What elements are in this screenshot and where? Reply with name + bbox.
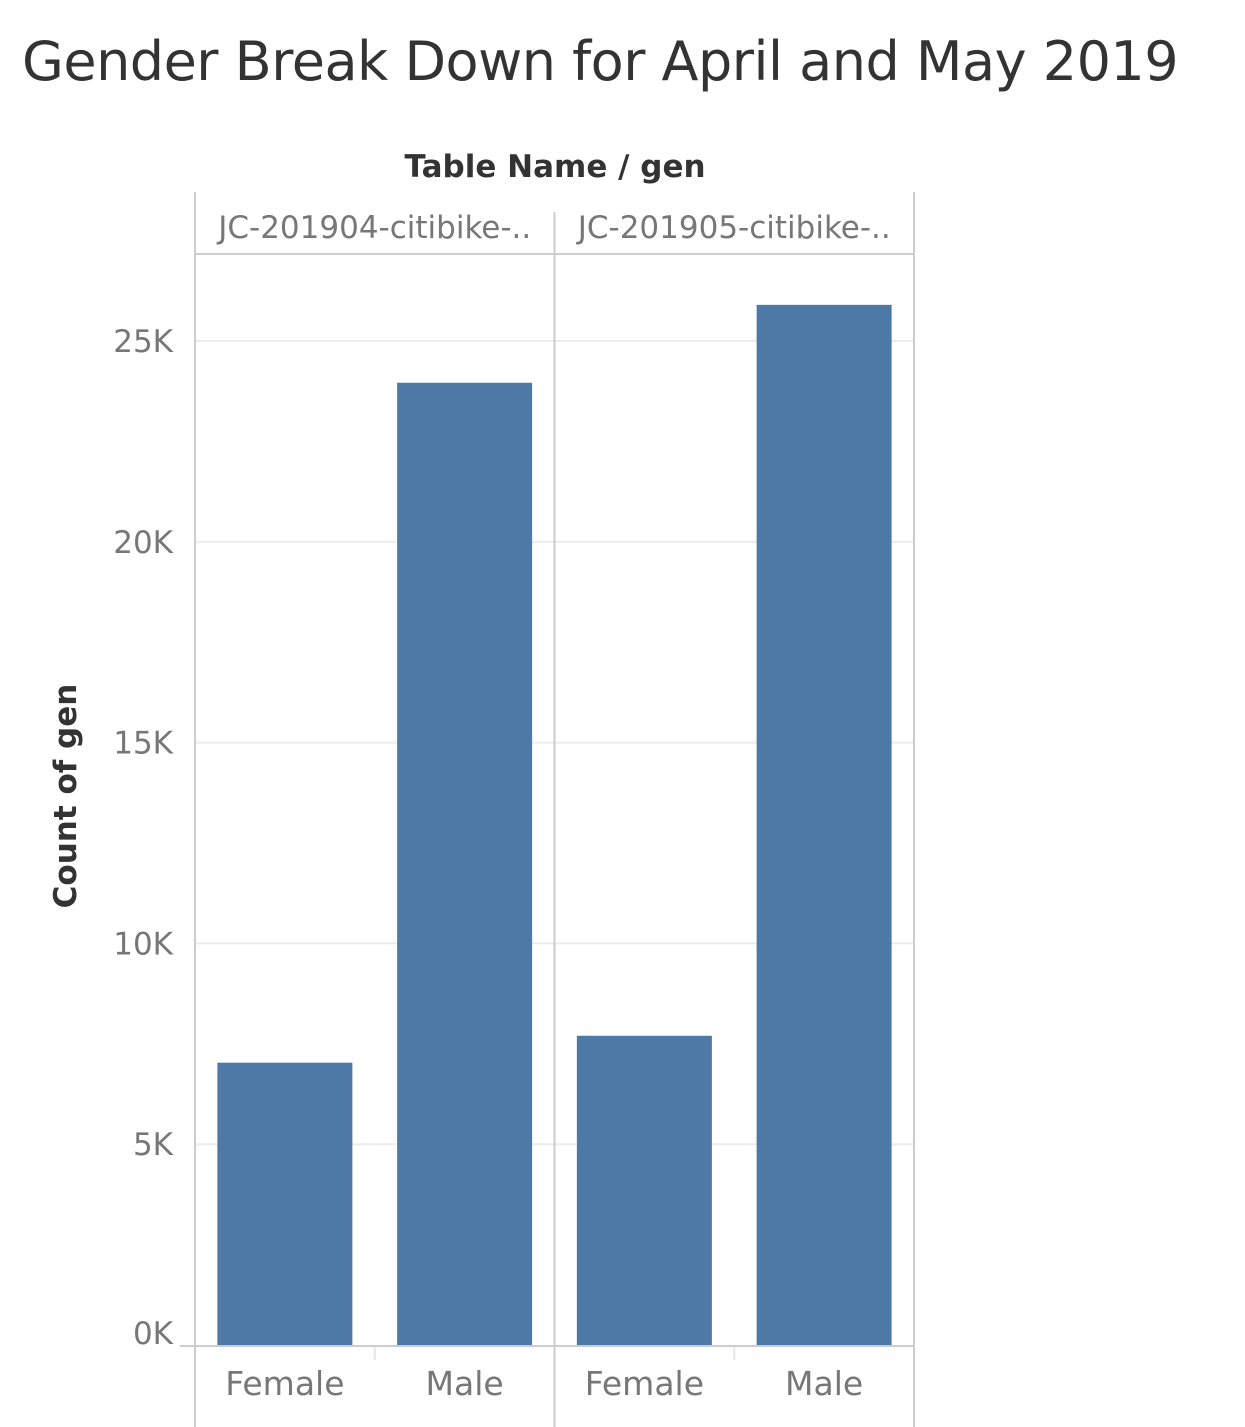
bar [217,1062,353,1345]
bar [397,382,533,1346]
panel-header-label: JC-201905-citibike-.. [576,210,891,246]
x-tick-label: Female [225,1364,344,1403]
y-axis-label: Count of gen [48,684,84,909]
y-tick-label: 15K [113,726,173,762]
x-tick-label: Male [426,1364,504,1403]
x-tick-label: Female [585,1364,704,1403]
chart-title: Gender Break Down for April and May 2019 [22,30,1179,93]
panel-header-label: JC-201904-citibike-.. [216,210,531,246]
y-tick-label: 5K [133,1127,174,1163]
y-tick-label: 10K [113,926,173,962]
x-tick-label: Male [785,1364,863,1403]
column-header: Table Name / gen [404,149,705,185]
y-tick-label: 25K [113,324,173,360]
bar [756,304,892,1346]
y-tick-label: 20K [113,525,173,561]
bar [576,1035,712,1345]
y-tick-label: 0K [133,1316,174,1352]
